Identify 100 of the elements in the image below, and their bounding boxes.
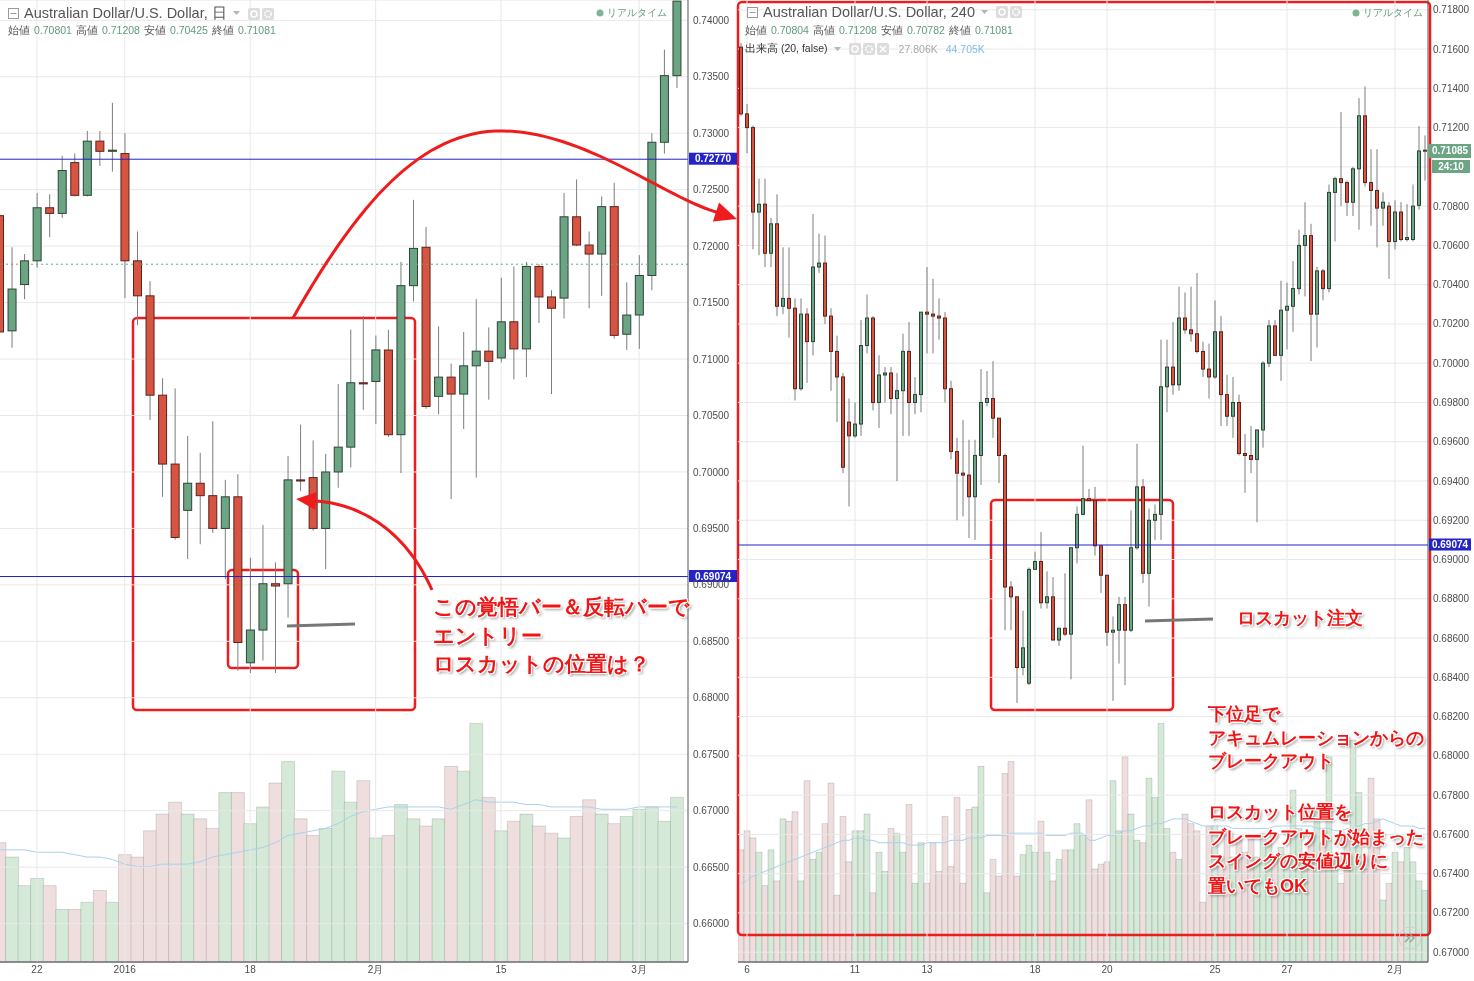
y-tick-label: 0.66000 — [693, 918, 730, 930]
candlestick — [1405, 203, 1409, 242]
y-tick-label: 0.68000 — [693, 692, 730, 704]
x-tick-label: 2月 — [1387, 964, 1403, 976]
annotation: リアルタイム — [1363, 6, 1423, 20]
y-tick-label: 0.68500 — [693, 635, 730, 647]
y-tick-label: 0.66500 — [693, 861, 730, 873]
y-tick-label: 0.69400 — [1433, 475, 1470, 487]
x-tick-label: 18 — [244, 964, 257, 976]
candlestick — [1345, 180, 1349, 217]
candlestick — [107, 102, 117, 173]
x-tick-label: 3月 — [631, 964, 647, 976]
candlestick — [1045, 570, 1049, 610]
candlestick — [1033, 551, 1037, 570]
y-tick-label: 0.70000 — [1433, 357, 1470, 369]
x-tick-label: 22 — [31, 964, 43, 976]
y-tick-label: 0.67600 — [1433, 828, 1470, 840]
y-tick-label: 0.67000 — [1433, 946, 1470, 958]
y-tick-label: 0.69000 — [1433, 554, 1470, 566]
candlestick — [471, 298, 481, 479]
candlestick — [1381, 191, 1385, 227]
y-tick-label: 0.71500 — [693, 297, 730, 309]
candlestick — [847, 398, 851, 508]
annotation: 44.705K — [945, 43, 985, 55]
x-tick-label: 13 — [921, 964, 933, 976]
annotation: この覚悟バー＆反転バーでエントリーロスカットの位置は？ — [433, 595, 690, 675]
chart-title: Australian Dollar/U.S. Dollar, 240 — [763, 4, 975, 20]
candlestick — [1339, 111, 1343, 207]
candlestick — [895, 372, 899, 482]
candlestick — [1111, 615, 1115, 702]
candlestick — [1243, 433, 1247, 494]
candlestick — [931, 278, 935, 354]
candlestick — [484, 326, 494, 401]
y-tick-label: 0.72500 — [693, 184, 730, 196]
text: 24:10 — [1438, 161, 1464, 172]
y-tick-label: 0.68200 — [1433, 711, 1470, 723]
candlestick — [757, 178, 761, 256]
candlestick — [985, 370, 989, 407]
y-tick-label: 0.71000 — [693, 353, 730, 365]
candlestick — [584, 230, 594, 309]
y-tick-label: 0.70400 — [1433, 279, 1470, 291]
x-tick-label: 27 — [1281, 964, 1293, 976]
y-tick-label: 0.73500 — [693, 71, 730, 83]
y-tick-label: 0.70000 — [693, 466, 730, 478]
candlestick — [745, 103, 749, 154]
chart-title: 出来高 (20, false) — [745, 42, 828, 56]
x-tick-label: 15 — [495, 964, 508, 976]
candlestick — [1009, 580, 1013, 631]
candlestick — [547, 289, 556, 395]
candlestick — [195, 452, 205, 545]
text: 始値 0.70801 高値 0.71208 安値 0.70425 終値 0.71081 — [8, 24, 276, 36]
candlestick — [1063, 572, 1067, 637]
y-tick-label: 0.71800 — [1433, 4, 1470, 16]
candlestick — [883, 366, 887, 403]
candlestick — [817, 233, 821, 274]
candlestick — [1153, 504, 1157, 541]
y-tick-label: 0.71200 — [1433, 122, 1470, 134]
candlestick — [1081, 445, 1085, 515]
y-tick-label: 0.68000 — [1433, 750, 1470, 762]
candlestick — [434, 325, 444, 415]
y-tick-label: 0.67800 — [1433, 789, 1470, 801]
candlestick — [1249, 425, 1253, 474]
candlestick — [1189, 286, 1193, 343]
candlestick — [1165, 339, 1169, 413]
candlestick — [271, 561, 280, 674]
x-tick-label: 20 — [1101, 964, 1113, 976]
x-tick-label: 2月 — [367, 964, 384, 976]
y-tick-label: 0.68400 — [1433, 671, 1470, 683]
ref-line-label: 0.72770 — [694, 153, 732, 165]
candlestick — [925, 266, 929, 354]
candlestick — [961, 419, 965, 517]
ref-line-label: 0.69074 — [1431, 539, 1469, 550]
y-tick-label: 0.70200 — [1433, 318, 1470, 330]
x-tick-label: 18 — [1029, 964, 1041, 976]
y-tick-label: 0.71400 — [1433, 82, 1470, 94]
chart-title: Australian Dollar/U.S. Dollar, 日 — [24, 4, 227, 23]
y-tick-label: 0.69600 — [1433, 436, 1470, 448]
x-tick-label: 11 — [849, 964, 861, 976]
y-tick-label: 0.70800 — [1433, 200, 1470, 212]
text: 0.71085 — [1431, 145, 1469, 156]
candlestick — [967, 439, 971, 539]
annotation: リアルタイム — [607, 6, 667, 20]
candlestick — [1171, 321, 1175, 396]
y-tick-label: 0.73000 — [693, 127, 730, 139]
candlestick — [787, 246, 791, 339]
x-tick-label: 6 — [744, 964, 751, 976]
candlestick — [446, 363, 456, 500]
annotation: 27.806K — [898, 43, 938, 55]
candlestick — [1423, 134, 1427, 182]
annotation: ロスカット位置をブレークアウトが始まったスイングの安値辺りに置いてもOK — [1208, 802, 1424, 897]
text: 始値 0.70804 高値 0.71208 安値 0.70782 終値 0.71081 — [745, 24, 1013, 36]
candlestick — [1195, 272, 1199, 354]
y-tick-label: 0.69200 — [1433, 514, 1470, 526]
candlestick — [1225, 374, 1229, 427]
candlestick — [1087, 488, 1091, 502]
candlestick — [1231, 376, 1235, 439]
x-tick-label: 2016 — [113, 964, 137, 976]
candlestick — [1369, 148, 1373, 227]
y-tick-label: 0.71600 — [1433, 43, 1470, 55]
y-tick-label: 0.67500 — [693, 748, 730, 760]
